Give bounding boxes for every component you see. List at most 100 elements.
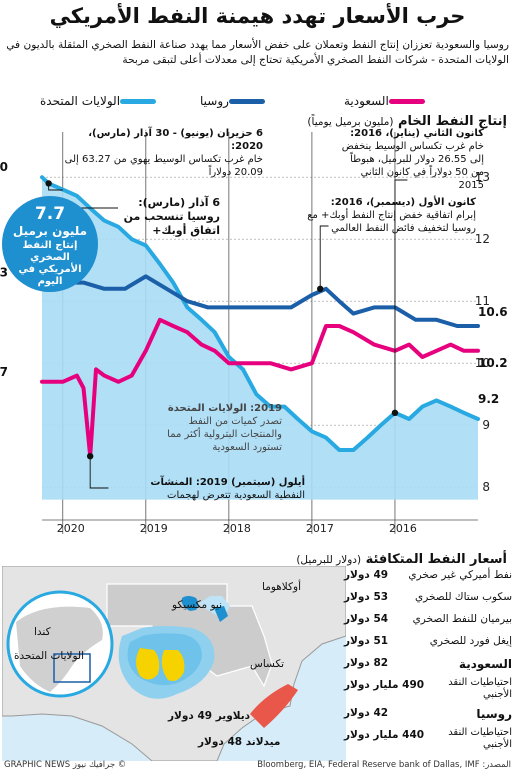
scoop-stack-core [214, 606, 228, 622]
bubble-unit: مليون برميل [12, 224, 88, 238]
annotation-sep-2019-text: النفطية السعودية تتعرض لهجمات [167, 490, 305, 501]
production-chart: 13 12 11 10 9 8 2016 2017 2018 2019 2020 13.0 11.3 9.… [0, 132, 508, 535]
price-row: إيغل فورد للصخري 51 دولار [344, 632, 512, 654]
production-unit: (مليون برميل يومياً) [307, 116, 394, 128]
annotation-mar-2020: 6 آذار (مارس): روسيا تنسحب من اتفاق أوبك+ [120, 196, 220, 238]
footer-source: المصدر: Bloomberg, EIA, Federal Reserve … [257, 760, 511, 770]
saudi-reserves-label: احتياطيات النقد الأجنبي [448, 677, 512, 700]
legend-russia-label: روسيا [200, 94, 229, 108]
page-title: حرب الأسعار تهدد هيمنة النفط الأمريكي [49, 4, 466, 28]
leader-dot-sep-2019 [86, 453, 94, 460]
production-section-title: إنتاج النفط الخام (مليون برميل يومياً) [307, 114, 507, 129]
leader-dot-jan-2016 [391, 409, 399, 416]
x-tick-label: 2018 [223, 522, 251, 535]
russia-reserves-value: 440 مليار دولار [344, 729, 425, 741]
bubble-text: إنتاج النفط الصخري الأمريكي في اليوم [18, 240, 82, 287]
annotation-dec-2016-date: كانون الأول (ديسمبر)، 2016: [330, 197, 476, 208]
chart-ticks: 13 12 11 10 9 8 2016 2017 2018 2019 2020 13.0 11.3 9.… [0, 160, 508, 535]
breakeven-section-title: أسعار النفط المتكافئة (دولار للبرميل) [296, 552, 507, 567]
footer-credit: © جرافيك نيوز GRAPHIC NEWS [4, 760, 127, 770]
map-label-texas: تكساس [250, 658, 285, 670]
price-row-value: 53 دولار [344, 591, 389, 603]
annotation-jun-2020: 6 حزيران (يونيو) - 30 آذار (مارس)، 2020:… [58, 127, 263, 179]
annotation-dec-2016: كانون الأول (ديسمبر)، 2016: إبرام اتفاقية… [290, 196, 476, 235]
series-line-russia [40, 274, 480, 328]
breakeven-title: أسعار النفط المتكافئة [365, 552, 507, 567]
map-price-midland: ميدلاند 48 دولار [198, 736, 281, 748]
y-tick-label: 10 [475, 356, 490, 370]
leader-dot-dec-2016 [317, 285, 324, 292]
map-label-oklahoma: أوكلاهوما [262, 581, 302, 593]
y-tick-label: 13 [475, 170, 490, 184]
price-row: بيرميان للنفط الصخري 54 دولار [344, 610, 512, 632]
series-line-saudi [40, 317, 480, 459]
eagle-ford-basin [250, 684, 298, 728]
annotation-usa-2019-date: 2019: الولايات المتحدة [167, 403, 282, 414]
annotation-sep-2019-date: أيلول (سبتمبر) 2019: المنشآت [150, 477, 305, 488]
price-row-value: 51 دولار [344, 635, 389, 647]
annotation-mar-2020-text: روسيا تنسحب من اتفاق أوبك+ [123, 210, 220, 237]
anadarko-zone [181, 596, 198, 611]
shale-production-bubble: 7.7 مليون برميل إنتاج النفط الصخري الأمر… [2, 196, 98, 292]
russia-value: 42 دولار [344, 707, 389, 719]
inset-land [16, 606, 103, 692]
series-line-usa [40, 175, 480, 452]
legend-usa: الولايات المتحدة [40, 94, 162, 108]
leader-dot-jun-2020 [45, 180, 52, 187]
legend-saudi-label: السعودية [344, 94, 389, 108]
midland-basin [161, 650, 185, 681]
price-row-label: نفط أميركي غير صخري [408, 569, 512, 581]
legend-usa-swatch [120, 98, 157, 104]
price-row-label: إيغل فورد للصخري [429, 635, 512, 647]
price-row-label: بيرميان للنفط الصخري [412, 613, 512, 625]
annotation-usa-2019: 2019: الولايات المتحدة تصدر كميات من النف… [150, 402, 282, 454]
map-label-canada: كندا [34, 626, 51, 638]
legend-saudi-swatch [388, 98, 425, 104]
saudi-reserves-value: 490 مليار دولار [344, 679, 425, 691]
breakeven-unit: (دولار للبرميل) [296, 554, 362, 566]
saudi-label: السعودية [458, 657, 512, 671]
legend-russia: روسيا [200, 94, 271, 108]
us-map [2, 566, 346, 761]
map-price-delaware: ديلاوير 49 دولار [168, 710, 251, 722]
price-row-label: سكوب ستاك للصخري [415, 591, 512, 603]
price-row-russia-reserves: احتياطيات النقد الأجنبي 440 مليار دولار [344, 726, 512, 754]
bubble-value: 7.7 [34, 204, 66, 224]
price-row-saudi: السعودية 82 دولار [344, 654, 512, 676]
annotation-usa-2019-text: تصدر كميات من النفط والمنتجات البترولية … [167, 416, 282, 453]
price-row-saudi-reserves: احتياطيات النقد الأجنبي 490 مليار دولار [344, 676, 512, 704]
russia-reserves-label: احتياطيات النقد الأجنبي [448, 727, 512, 750]
legend-saudi: السعودية [344, 94, 431, 108]
price-row: سكوب ستاك للصخري 53 دولار [344, 588, 512, 610]
price-row-value: 54 دولار [344, 613, 389, 625]
y-tick-label: 8 [482, 480, 490, 494]
price-row-russia: روسيا 42 دولار [344, 704, 512, 726]
russia-label: روسيا [476, 707, 512, 721]
saudi-end-label: 9.7 [0, 365, 8, 379]
map-label-usa: الولايات المتحدة [14, 650, 85, 662]
legend: السعودية روسيا الولايات المتحدة [0, 92, 515, 112]
annotation-jan-2016: كانون الثاني (يناير)، 2016: خام غرب تكساس… [336, 127, 484, 192]
leader-jan-2016 [394, 179, 408, 413]
russia-start-label: 10.6 [478, 305, 508, 319]
x-tick-label: 2020 [57, 522, 85, 535]
annotation-dec-2016-text: إبرام اتفاقية خفض إنتاج النفط أوبك+ مع ر… [307, 210, 476, 234]
annotation-jan-2016-date: كانون الثاني (يناير)، 2016: [350, 128, 484, 139]
delaware-basin [136, 648, 160, 680]
annotation-sep-2019: أيلول (سبتمبر) 2019: المنشآت النفطية السع… [125, 476, 305, 502]
legend-russia-swatch [228, 98, 265, 104]
russia-end-label: 11.3 [0, 266, 8, 280]
chart-lines [40, 175, 480, 459]
usa-end-label: 13.0 [0, 160, 8, 174]
saudi-start-label: 10.2 [478, 356, 508, 370]
annotation-jun-2020-text: خام غرب تكساس الوسيط يهوي من 63.27 إلى 2… [64, 154, 263, 178]
x-tick-label: 2016 [389, 522, 417, 535]
saudi-value: 82 دولار [344, 657, 389, 669]
price-row-value: 49 دولار [344, 569, 389, 581]
subtitle: روسيا والسعودية تعززان إنتاج النفط وتعمل… [6, 39, 509, 66]
usa-shale-area [42, 177, 478, 500]
leader-sep-2019 [89, 456, 109, 489]
annotation-jan-2016-text: خام غرب تكساس الوسيط ينخفض إلى 26.55 دول… [341, 141, 484, 191]
usa-start-label: 9.2 [478, 392, 499, 406]
